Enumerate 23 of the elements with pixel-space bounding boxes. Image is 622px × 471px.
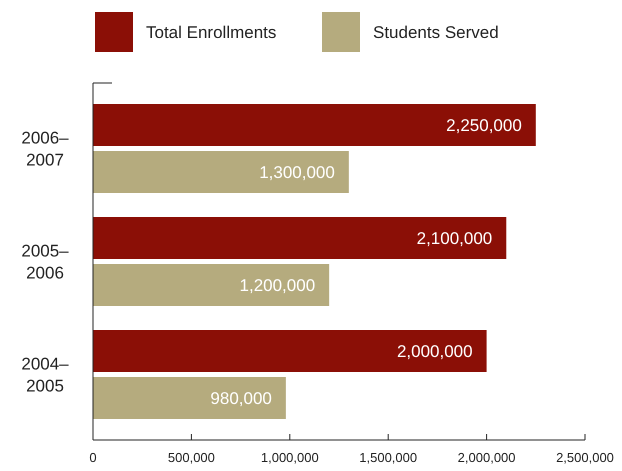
data-label: 1,300,000: [259, 162, 335, 182]
bar: [93, 330, 487, 372]
legend-label: Students Served: [373, 22, 499, 42]
bar: [93, 104, 536, 146]
data-label: 1,200,000: [240, 276, 316, 295]
data-label: 980,000: [210, 388, 272, 408]
x-tick-label: 1,000,000: [260, 450, 319, 465]
y-tick-label: 2005–2006: [21, 241, 70, 282]
bar: [93, 151, 349, 193]
data-label: 2,250,000: [446, 116, 522, 135]
bar: [93, 217, 506, 259]
x-tick-label: 2,000,000: [458, 450, 516, 465]
bar: [93, 377, 286, 419]
x-tick-label: 0: [89, 450, 97, 465]
bar: [93, 264, 330, 306]
y-tick-label: 2006–2007: [21, 128, 70, 170]
x-tick-label: 2,500,000: [556, 450, 614, 465]
legend-label: Total Enrollments: [146, 22, 276, 42]
data-label: 2,100,000: [416, 228, 492, 248]
x-tick-label: 1,500,000: [359, 450, 418, 465]
x-tick-label: 500,000: [168, 450, 215, 465]
y-tick-label: 2004–2005: [21, 354, 70, 396]
data-label: 2,000,000: [396, 342, 473, 361]
